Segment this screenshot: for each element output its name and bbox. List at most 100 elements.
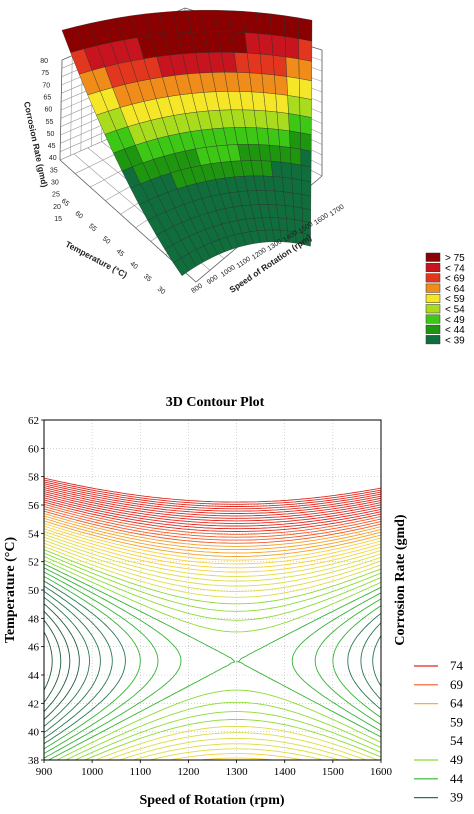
contour-x-ticks: 900 1000 1100 1200 1300 1400 1500 1600 — [36, 760, 393, 778]
z-tick-label: 55 — [46, 119, 54, 126]
x-tick-label: 800 — [190, 283, 204, 295]
surface-cell — [301, 194, 312, 211]
y-tick-label: 55 — [87, 223, 98, 233]
legend-label: 69 — [450, 677, 463, 692]
contour-line — [43, 501, 382, 532]
contour-line — [43, 520, 382, 557]
surface-cell — [298, 58, 312, 82]
legend-label: 54 — [450, 733, 464, 748]
z-tick-label: 20 — [53, 204, 61, 211]
contour-line — [43, 585, 382, 739]
surface-cell — [272, 55, 287, 77]
surface-cell — [302, 232, 311, 247]
y-tick-label: 44 — [28, 670, 40, 682]
surface-cell — [300, 148, 312, 168]
legend-swatch — [425, 252, 441, 262]
surface-cell — [301, 179, 312, 197]
contour-x-label: Speed of Rotation (rpm) — [139, 793, 284, 808]
y-tick-label: 40 — [28, 727, 40, 739]
contour-line — [43, 552, 382, 761]
surface-cell — [249, 72, 264, 93]
x-tick-label: 1600 — [313, 212, 330, 227]
contour-line — [43, 477, 382, 503]
surface-cell — [269, 145, 282, 163]
contour-line — [43, 619, 62, 703]
surface-cell — [270, 13, 286, 37]
contour-plot: 3D Contour Plot 900 1000 1100 1200 1300 1400 1… — [3, 395, 408, 808]
x-tick-label: 1700 — [329, 203, 346, 218]
y-tick-label: 30 — [156, 286, 167, 296]
y-tick-label: 62 — [28, 415, 39, 427]
y-tick-label: 65 — [60, 198, 71, 208]
surface-cell — [228, 10, 246, 33]
surface-cell — [274, 74, 288, 96]
legend-label: 64 — [450, 696, 464, 711]
x-tick-label: 1100 — [236, 256, 252, 270]
legend-swatch — [425, 304, 441, 314]
contour-line — [43, 497, 382, 527]
surface-cell — [256, 127, 270, 146]
surface-cell — [265, 110, 279, 130]
contour-line — [43, 508, 382, 541]
surface-cell — [280, 161, 293, 179]
response-surface — [61, 10, 313, 276]
contour-lines — [43, 477, 382, 761]
surface-cell — [258, 33, 274, 56]
legend-swatch — [425, 335, 441, 345]
y-tick-label: 40 — [128, 261, 139, 271]
surface-cell — [242, 11, 259, 34]
x-tick-label: 1600 — [370, 766, 393, 778]
surface-cell — [276, 204, 287, 219]
contour-z-label: Corrosion Rate (gmd) — [393, 514, 408, 646]
z-tick-label: 30 — [51, 180, 59, 187]
surface-cell — [284, 205, 295, 220]
contour-line — [43, 495, 382, 524]
contour-line — [43, 591, 382, 734]
surface-cell — [244, 32, 261, 55]
z-tick-label: 40 — [49, 155, 57, 162]
z-tick-label: 45 — [48, 143, 56, 150]
surface-cell — [276, 111, 290, 132]
z-tick-label: 25 — [52, 192, 60, 199]
z-tick-label: 80 — [40, 58, 48, 65]
surface-cell — [291, 178, 303, 195]
z-tick-label: 50 — [47, 131, 55, 138]
contour-legend: 74 69 64 59 54 49 44 39 — [414, 658, 464, 805]
x-tick-label: 1500 — [322, 766, 345, 778]
surface-cell — [287, 95, 301, 116]
legend-swatch — [425, 283, 441, 293]
legend-label: < 59 — [445, 294, 465, 305]
contour-line — [43, 483, 382, 510]
contour-line — [43, 571, 382, 754]
legend-label: < 39 — [445, 335, 465, 346]
surface-cell — [251, 91, 266, 112]
surface-cell — [275, 93, 289, 114]
surface-cell — [297, 17, 313, 42]
y-tick-label: 60 — [28, 443, 40, 455]
surface-cell — [261, 73, 276, 95]
legend-swatch — [425, 314, 441, 324]
y-tick-label: 42 — [28, 698, 39, 710]
x-tick-label: 1400 — [274, 766, 297, 778]
contour-title: 3D Contour Plot — [166, 395, 265, 410]
contour-line — [43, 481, 382, 507]
contour-line — [43, 567, 382, 759]
legend-label: 44 — [450, 771, 464, 786]
surface-cell — [284, 36, 300, 60]
legend-label: < 44 — [445, 325, 465, 336]
legend-label: < 74 — [445, 263, 465, 274]
contour-line — [43, 580, 382, 745]
surface-cell — [267, 128, 280, 147]
surface-cell — [233, 52, 250, 74]
surface-legend: > 75< 74< 69< 64< 59< 54< 49< 44< 39 — [425, 252, 465, 346]
legend-label: 49 — [450, 752, 463, 767]
surface-cell — [259, 53, 275, 76]
y-tick-label: 52 — [28, 557, 39, 569]
contour-line — [43, 515, 382, 551]
x-tick-label: 1200 — [251, 247, 268, 262]
legend-label: 59 — [450, 714, 463, 729]
z-tick-label: 15 — [54, 216, 62, 223]
y-tick-label: 38 — [28, 755, 40, 767]
contour-line — [43, 513, 382, 547]
surface-cell — [290, 163, 302, 181]
